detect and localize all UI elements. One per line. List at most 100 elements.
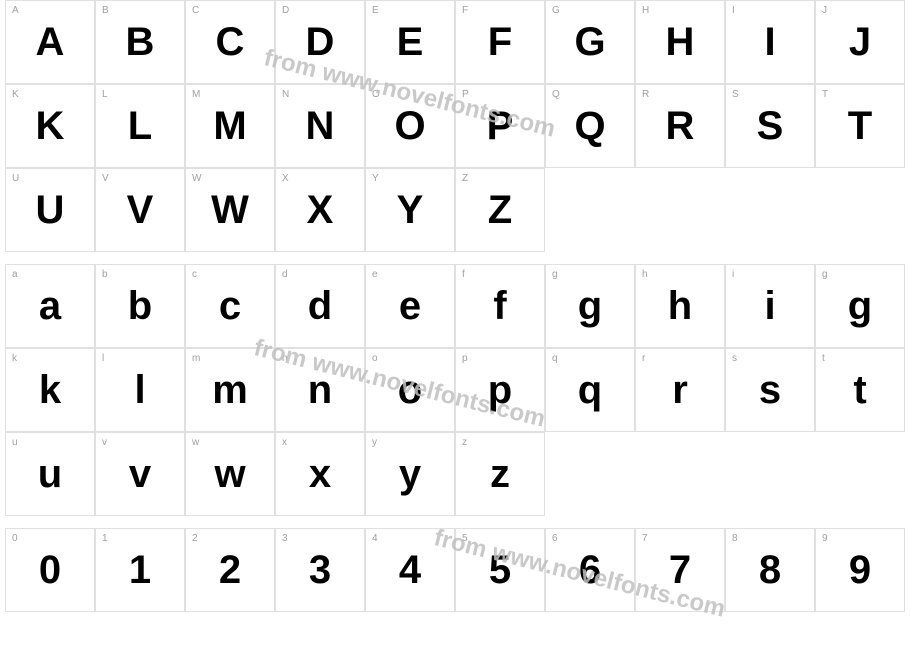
cell-label: D — [282, 5, 289, 16]
glyph-display: b — [128, 286, 152, 326]
glyph-cell: 11 — [95, 528, 185, 612]
glyph-cell: PP — [455, 84, 545, 168]
glyph-cell: 99 — [815, 528, 905, 612]
glyph-cell: 33 — [275, 528, 365, 612]
cell-label: v — [102, 437, 107, 448]
glyph-cell: aa — [5, 264, 95, 348]
cell-label: B — [102, 5, 109, 16]
cell-label: 1 — [102, 533, 108, 544]
glyph-display: A — [36, 22, 65, 62]
glyph-cell: MM — [185, 84, 275, 168]
glyph-display: J — [849, 22, 871, 62]
cell-label: q — [552, 353, 558, 364]
glyph-display: x — [309, 454, 331, 494]
glyph-display: y — [399, 454, 421, 494]
glyph-cell: 88 — [725, 528, 815, 612]
cell-label: m — [192, 353, 200, 364]
cell-label: t — [822, 353, 825, 364]
glyph-display: T — [848, 106, 872, 146]
glyph-cell: RR — [635, 84, 725, 168]
glyph-display: H — [666, 22, 695, 62]
glyph-cell — [815, 432, 905, 516]
cell-label: a — [12, 269, 18, 280]
cell-label: V — [102, 173, 109, 184]
glyph-cell — [635, 168, 725, 252]
glyph-display: z — [490, 454, 510, 494]
cell-label: 9 — [822, 533, 828, 544]
glyph-display: F — [488, 22, 512, 62]
cell-label: 0 — [12, 533, 18, 544]
glyph-display: c — [219, 286, 241, 326]
glyph-cell: WW — [185, 168, 275, 252]
cell-label: x — [282, 437, 287, 448]
glyph-cell: QQ — [545, 84, 635, 168]
glyph-display: 8 — [759, 550, 781, 590]
glyph-display: 7 — [669, 550, 691, 590]
glyph-display: l — [134, 370, 145, 410]
cell-label: I — [732, 5, 735, 16]
cell-label: n — [282, 353, 288, 364]
glyph-cell: 55 — [455, 528, 545, 612]
glyph-display: G — [574, 22, 605, 62]
glyph-display: L — [128, 106, 152, 146]
glyph-display: q — [578, 370, 602, 410]
glyph-cell: HH — [635, 0, 725, 84]
glyph-cell: ZZ — [455, 168, 545, 252]
glyph-cell: DD — [275, 0, 365, 84]
cell-label: 6 — [552, 533, 558, 544]
glyph-cell: TT — [815, 84, 905, 168]
cell-label: O — [372, 89, 380, 100]
cell-label: c — [192, 269, 197, 280]
glyph-display: v — [129, 454, 151, 494]
glyph-display: K — [36, 106, 65, 146]
glyph-row: uuvvwwxxyyzz — [5, 432, 905, 516]
glyph-cell: ff — [455, 264, 545, 348]
cell-label: A — [12, 5, 19, 16]
glyph-display: M — [213, 106, 246, 146]
glyph-display: 2 — [219, 550, 241, 590]
section-gap — [0, 252, 911, 264]
glyph-display: p — [488, 370, 512, 410]
glyph-display: w — [214, 454, 245, 494]
glyph-cell: vv — [95, 432, 185, 516]
glyph-cell: hh — [635, 264, 725, 348]
cell-label: y — [372, 437, 377, 448]
glyph-cell: rr — [635, 348, 725, 432]
cell-label: o — [372, 353, 378, 364]
glyph-display: g — [578, 286, 602, 326]
cell-label: d — [282, 269, 288, 280]
glyph-cell: JJ — [815, 0, 905, 84]
glyph-cell: dd — [275, 264, 365, 348]
glyph-display: E — [397, 22, 424, 62]
glyph-display: X — [307, 190, 334, 230]
cell-label: 2 — [192, 533, 198, 544]
glyph-display: B — [126, 22, 155, 62]
cell-label: z — [462, 437, 467, 448]
glyph-row: AABBCCDDEEFFGGHHIIJJ — [5, 0, 905, 84]
glyph-display: Y — [397, 190, 424, 230]
glyph-display: u — [38, 454, 62, 494]
glyph-cell: ss — [725, 348, 815, 432]
cell-label: M — [192, 89, 200, 100]
cell-label: u — [12, 437, 18, 448]
glyph-row: KKLLMMNNOOPPQQRRSSTT — [5, 84, 905, 168]
glyph-cell: gg — [545, 264, 635, 348]
cell-label: G — [552, 5, 560, 16]
glyph-cell — [815, 168, 905, 252]
glyph-cell — [545, 432, 635, 516]
glyph-cell — [635, 432, 725, 516]
glyph-cell: oo — [365, 348, 455, 432]
cell-label: N — [282, 89, 289, 100]
glyph-display: V — [127, 190, 154, 230]
glyph-cell: ii — [725, 264, 815, 348]
cell-label: e — [372, 269, 378, 280]
glyph-display: f — [493, 286, 506, 326]
cell-label: s — [732, 353, 737, 364]
cell-label: r — [642, 353, 645, 364]
glyph-cell: VV — [95, 168, 185, 252]
glyph-cell: ll — [95, 348, 185, 432]
cell-label: p — [462, 353, 468, 364]
glyph-display: 9 — [849, 550, 871, 590]
glyph-cell: XX — [275, 168, 365, 252]
glyph-display: Q — [574, 106, 605, 146]
